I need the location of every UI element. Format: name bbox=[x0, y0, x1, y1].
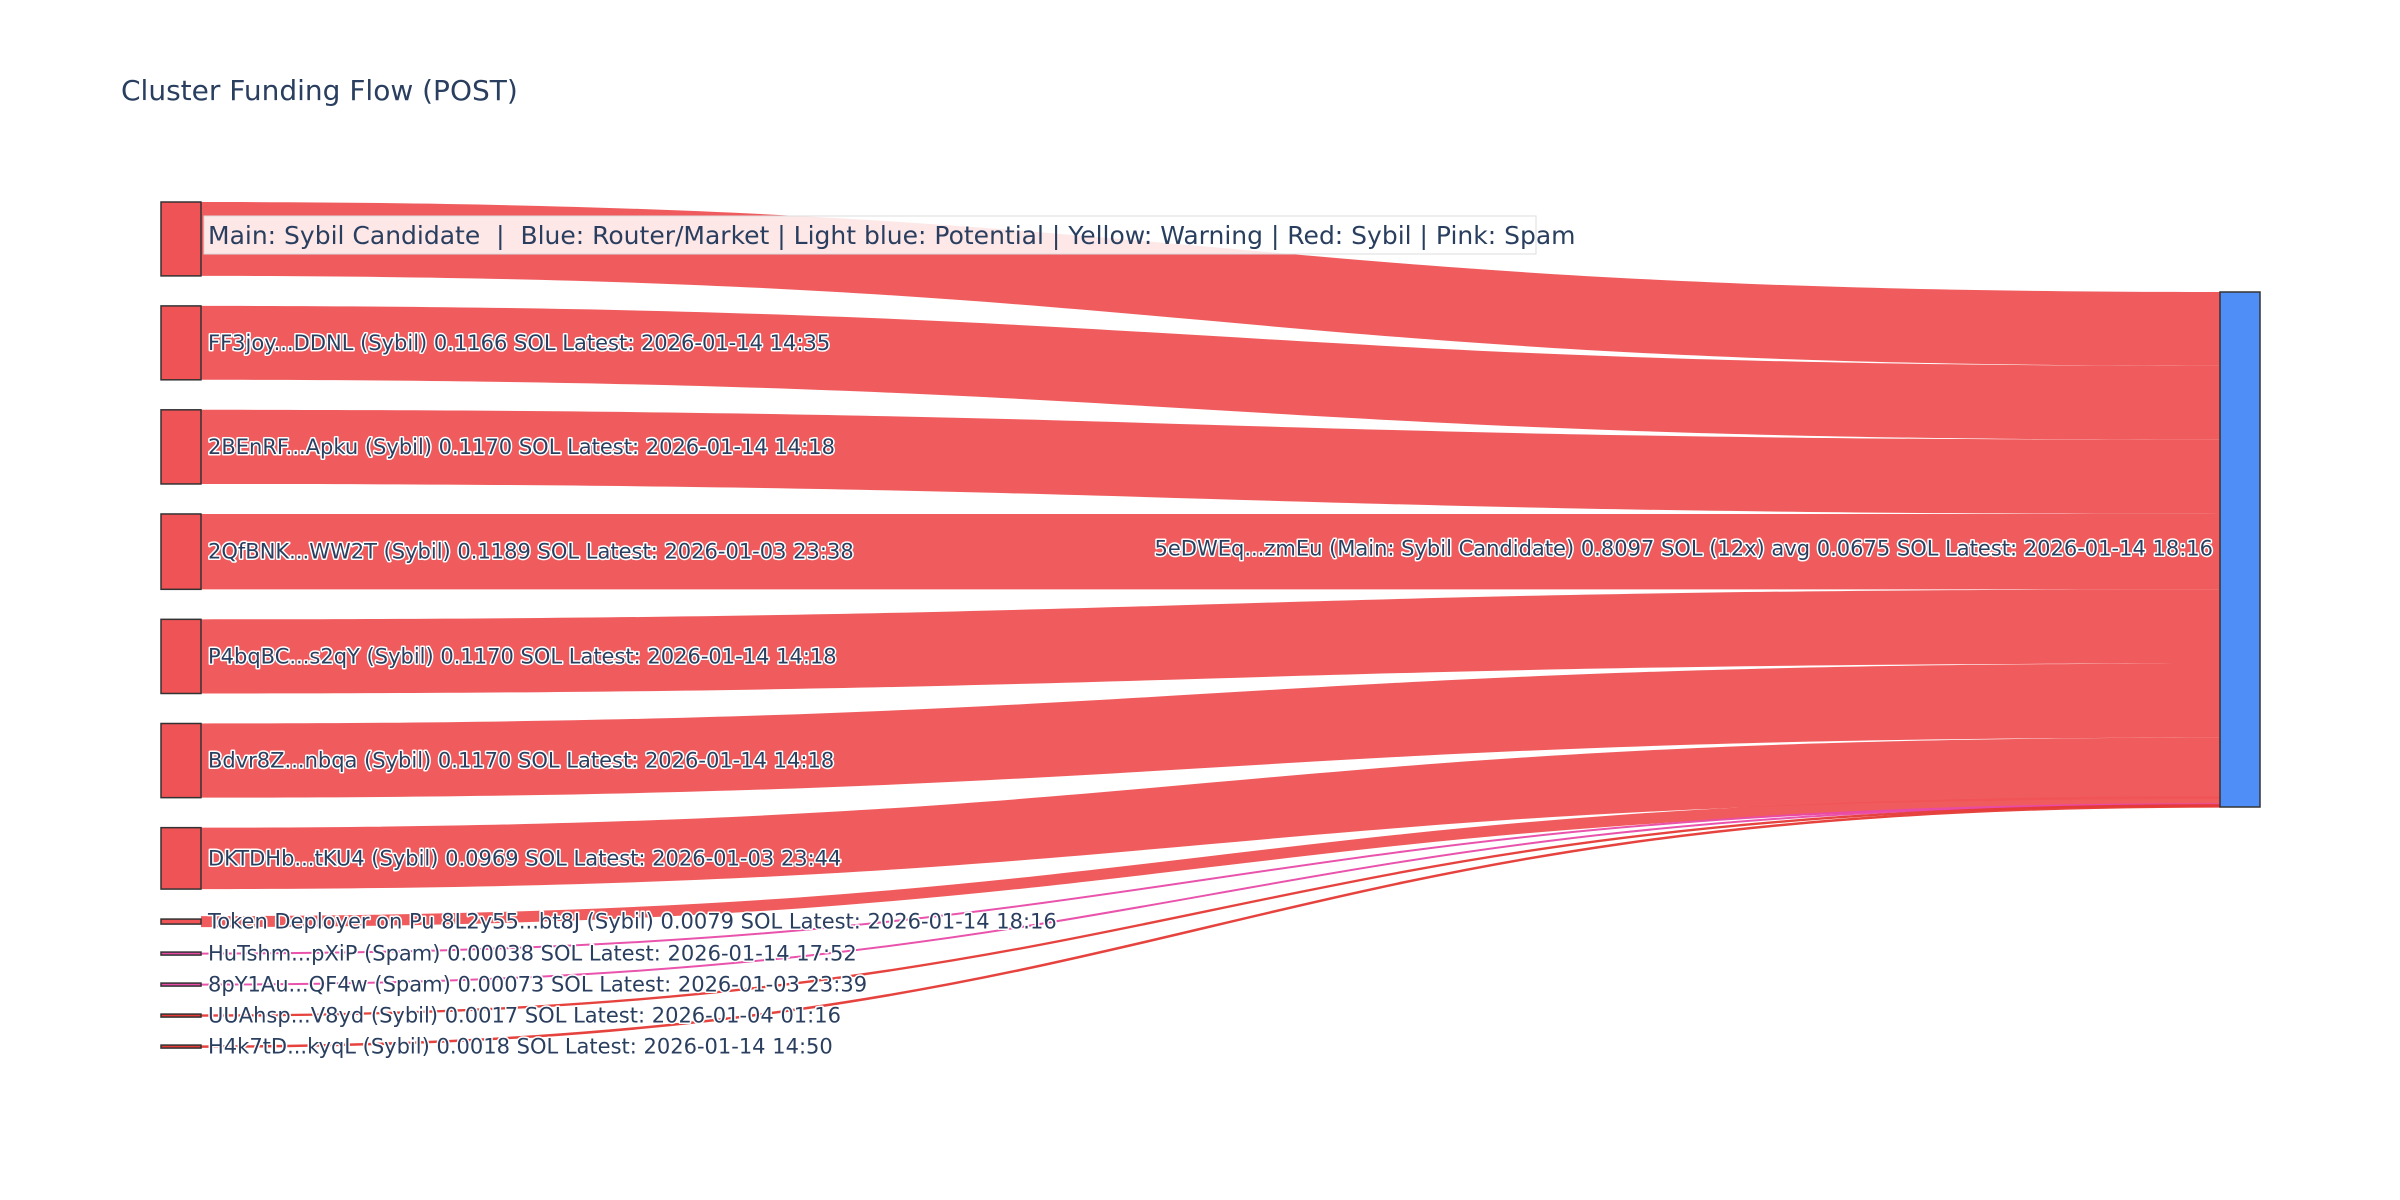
source-node-label: H4k7tD...kyqL (Sybil) 0.0018 SOL Latest:… bbox=[208, 1035, 833, 1059]
source-node bbox=[160, 722, 202, 799]
target-node-label: 5eDWEq...zmEu (Main: Sybil Candidate) 0.… bbox=[1155, 537, 2213, 561]
sankey-link bbox=[200, 803, 2221, 986]
source-node-label: FF3joy...DDNL (Sybil) 0.1166 SOL Latest:… bbox=[208, 331, 830, 355]
source-node bbox=[160, 409, 202, 485]
source-node bbox=[160, 918, 202, 925]
sankey-link bbox=[201, 663, 2220, 798]
source-node-label: 2BEnRF...Apku (Sybil) 0.1170 SOL Latest:… bbox=[208, 435, 835, 459]
source-node bbox=[160, 1013, 202, 1018]
legend: Main: Sybil Candidate | Blue: Router/Mar… bbox=[203, 215, 1576, 255]
source-node bbox=[160, 1044, 202, 1049]
source-node bbox=[160, 951, 202, 956]
legend-box bbox=[203, 215, 1537, 255]
source-node-label: Bdvr8Z...nbqa (Sybil) 0.1170 SOL Latest:… bbox=[208, 749, 834, 773]
source-node-label: P4bqBC...s2qY (Sybil) 0.1170 SOL Latest:… bbox=[208, 644, 837, 668]
sankey-link bbox=[201, 589, 2220, 694]
target-node bbox=[2219, 291, 2261, 808]
source-node bbox=[160, 201, 202, 277]
source-node bbox=[160, 513, 202, 591]
sankey-labels: FF3joy...DDNL (Sybil) 0.1166 SOL Latest:… bbox=[206, 329, 2215, 1060]
sankey-link bbox=[201, 305, 2220, 440]
source-node-label: DKTDHb...tKU4 (Sybil) 0.0969 SOL Latest:… bbox=[208, 846, 841, 870]
sankey-link bbox=[200, 803, 2221, 955]
source-node bbox=[160, 826, 202, 890]
sankey-link bbox=[201, 737, 2220, 890]
chart-title: Cluster Funding Flow (POST) bbox=[121, 74, 518, 107]
source-node-label: 2QfBNK...WW2T (Sybil) 0.1189 SOL Latest:… bbox=[208, 540, 854, 564]
source-node bbox=[160, 982, 202, 987]
source-node-label: 8pY1Au...QF4w (Spam) 0.00073 SOL Latest:… bbox=[208, 973, 867, 997]
source-node bbox=[160, 305, 202, 381]
source-node-label: UUAhsp...V8yd (Sybil) 0.0017 SOL Latest:… bbox=[208, 1004, 841, 1028]
sankey-link bbox=[200, 796, 2221, 928]
source-node-label: Token Deployer on Pu 8L2y55...bt8J (Sybi… bbox=[207, 910, 1057, 934]
sankey-link bbox=[200, 804, 2221, 1017]
sankey-links bbox=[200, 202, 2221, 1048]
source-node-label: HuTshm...pXiP (Spam) 0.00038 SOL Latest:… bbox=[208, 942, 857, 966]
sankey-link bbox=[201, 409, 2220, 514]
sankey-link bbox=[200, 805, 2221, 1048]
sankey-link bbox=[201, 513, 2220, 590]
source-node bbox=[160, 618, 202, 695]
legend-text: Main: Sybil Candidate | Blue: Router/Mar… bbox=[208, 221, 1576, 250]
sankey-nodes bbox=[160, 201, 2261, 1049]
